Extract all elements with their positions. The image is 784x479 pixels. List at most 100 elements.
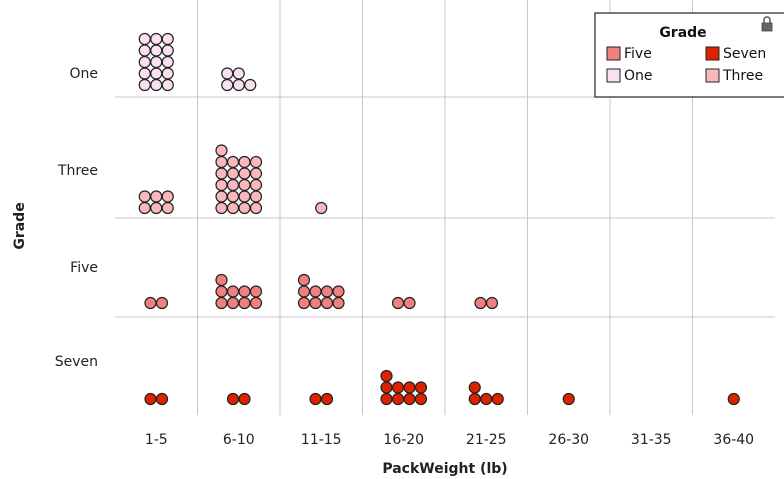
x-tick-label: 6-10: [223, 432, 255, 448]
data-dot: [320, 296, 334, 310]
data-dot: [238, 178, 251, 192]
legend-label: Three: [722, 68, 763, 84]
data-dot: [403, 392, 416, 406]
data-dot: [232, 67, 245, 80]
legend-label: Seven: [723, 46, 766, 62]
data-dot: [215, 285, 228, 298]
data-dot: [215, 190, 228, 203]
data-dot: [155, 392, 169, 406]
data-dot: [150, 55, 163, 69]
x-tick-label: 31-35: [631, 432, 672, 448]
data-dot: [309, 285, 322, 298]
data-dot: [150, 44, 163, 57]
data-dots: [138, 32, 740, 406]
data-dot: [150, 201, 163, 215]
data-dot: [249, 167, 263, 180]
data-dot: [226, 167, 240, 180]
data-dot: [491, 392, 504, 406]
legend-swatch: [606, 68, 621, 83]
data-dot: [138, 44, 151, 57]
data-dot: [249, 285, 263, 298]
y-axis-ticks: One Three Five Seven: [55, 66, 98, 370]
legend-swatch: [606, 46, 621, 61]
data-dot: [161, 201, 174, 215]
data-dot: [226, 178, 240, 192]
data-dot: [161, 44, 174, 57]
data-dot: [161, 190, 174, 203]
data-dot: [380, 392, 393, 406]
x-tick-label: 11-15: [301, 432, 342, 448]
data-dot: [244, 78, 257, 92]
x-tick-label: 21-25: [466, 432, 507, 448]
data-dot: [391, 381, 405, 394]
data-dot: [226, 296, 240, 310]
data-dot: [332, 296, 345, 310]
data-dot: [226, 392, 240, 406]
data-dot: [138, 78, 151, 92]
data-dot: [232, 78, 245, 92]
data-dot: [249, 296, 263, 310]
data-dot: [297, 285, 311, 298]
data-dot: [226, 190, 240, 203]
data-dot: [138, 201, 151, 215]
data-dot: [320, 285, 334, 298]
data-dot: [315, 201, 328, 215]
data-dot: [249, 178, 263, 192]
data-dot: [161, 55, 174, 69]
data-dot: [215, 273, 228, 287]
legend-label: One: [624, 68, 653, 84]
data-dot: [380, 369, 393, 383]
data-dot: [215, 155, 228, 169]
data-dot: [391, 296, 405, 310]
x-tick-label: 36-40: [713, 432, 754, 448]
data-dot: [468, 381, 481, 394]
legend-swatch: [705, 68, 720, 83]
data-dot: [309, 392, 322, 406]
data-dot: [150, 78, 163, 92]
data-dot: [150, 32, 163, 46]
data-dot: [138, 32, 151, 46]
data-dot: [562, 392, 575, 406]
data-dot: [215, 201, 228, 215]
data-dot: [215, 144, 228, 157]
data-dot: [155, 296, 169, 310]
lock-icon[interactable]: [761, 16, 773, 32]
legend-title: Grade: [659, 25, 706, 41]
data-dot: [238, 392, 251, 406]
data-dot: [238, 201, 251, 215]
data-dot: [249, 155, 263, 169]
data-dot: [238, 155, 251, 169]
data-dot: [403, 296, 416, 310]
data-dot: [138, 190, 151, 203]
data-dot: [249, 190, 263, 203]
data-dot: [727, 392, 740, 406]
data-dot: [391, 392, 405, 406]
data-dot: [380, 381, 393, 394]
data-dot: [249, 201, 263, 215]
x-axis-title: PackWeight (lb): [382, 461, 507, 477]
y-axis-title: Grade: [12, 202, 28, 249]
data-dot: [403, 381, 416, 394]
data-dot: [138, 67, 151, 80]
y-tick-label: One: [69, 66, 98, 82]
data-dot: [226, 155, 240, 169]
data-dot: [144, 296, 157, 310]
legend-label: Five: [624, 46, 652, 62]
data-dot: [320, 392, 334, 406]
data-dot: [226, 201, 240, 215]
data-dot: [161, 32, 174, 46]
data-dot: [485, 296, 499, 310]
data-dot: [150, 190, 163, 203]
data-dot: [215, 167, 228, 180]
data-dot: [474, 296, 487, 310]
data-dot: [332, 285, 345, 298]
data-dot: [238, 167, 251, 180]
data-dot: [238, 285, 251, 298]
legend-swatch: [705, 46, 720, 61]
data-dot: [138, 55, 151, 69]
data-dot: [144, 392, 157, 406]
data-dot: [480, 392, 493, 406]
data-dot: [215, 296, 228, 310]
data-dot: [221, 78, 234, 92]
